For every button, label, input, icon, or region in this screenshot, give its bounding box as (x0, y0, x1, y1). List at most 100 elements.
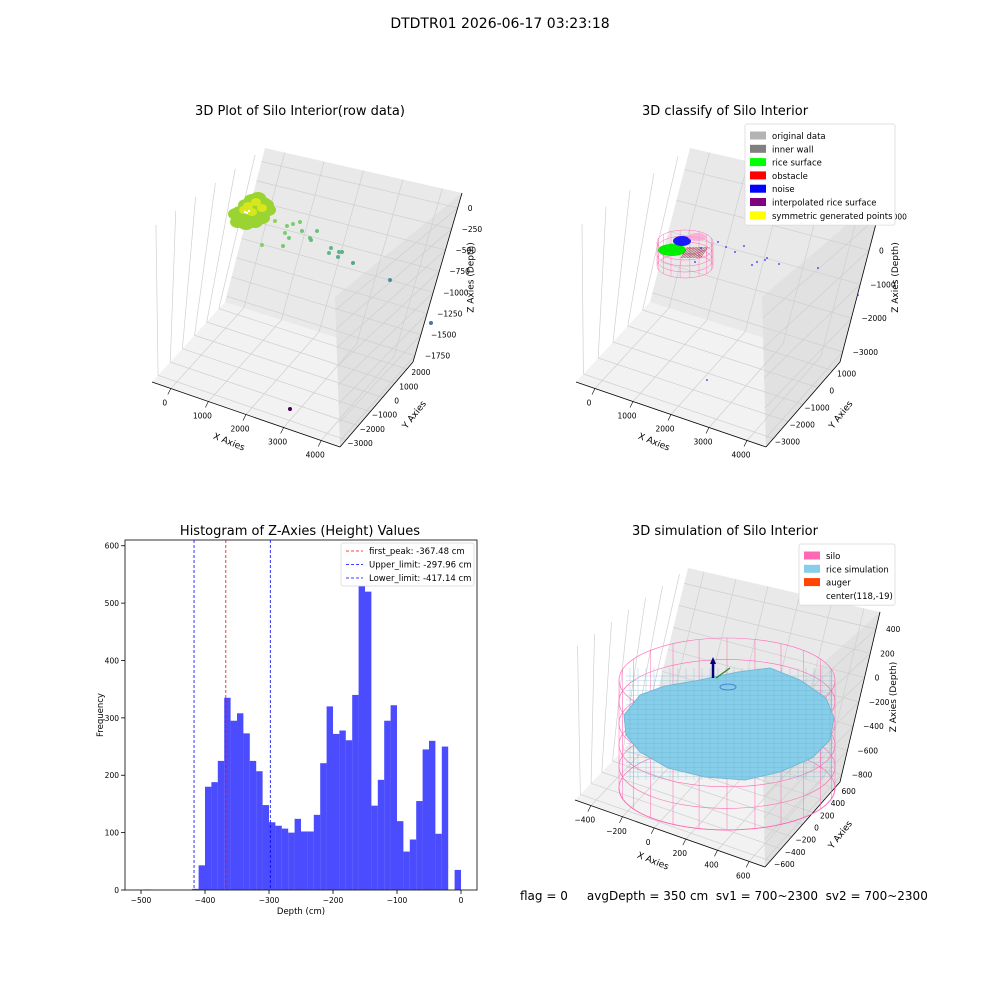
plot2-noise-point (694, 261, 696, 263)
histogram-bar (288, 832, 295, 890)
histogram-bar (275, 825, 282, 890)
plot1-title: 3D Plot of Silo Interior(row data) (195, 104, 405, 119)
plot2-interpolated-hatch (700, 246, 708, 259)
plot1-grid-y (155, 224, 347, 441)
plot4-grid-x (748, 608, 865, 862)
histogram-bar (333, 733, 340, 890)
plot1-xtick-label: 1000 (193, 412, 212, 421)
plot2-interpolated-hatch (695, 246, 704, 259)
plot1-xtick-label: 2000 (230, 425, 249, 434)
plot4-legend-swatch (804, 578, 820, 587)
histogram-bar (307, 831, 314, 890)
plot2-grid-y (612, 189, 804, 405)
histogram-bar (365, 591, 372, 890)
plot2-interpolated-hatch (686, 246, 695, 259)
plot2-noise-point (743, 245, 745, 247)
histogram-bar (320, 763, 327, 890)
plot2-noise-point (734, 251, 736, 253)
plot4-zlabel: Z Axies (Depth) (889, 662, 899, 733)
plot2-ylabel: Y Axies (827, 399, 856, 432)
histogram-bar (339, 730, 346, 890)
plot4-ztick-label: −400 (863, 722, 884, 731)
plot4-xtick-mark (650, 827, 655, 835)
plot1-xtick-mark (280, 427, 284, 434)
plot4-legend-box (798, 543, 896, 606)
plot1-ytick-label: −1000 (372, 411, 398, 420)
plot1-point-cluster (251, 198, 261, 206)
plot1-grid-x (320, 188, 443, 441)
plot1-ylabel: Y Axies (400, 399, 429, 432)
plot4-xlabel: X Axies (635, 851, 670, 873)
plot2-xtick-label: 3000 (693, 438, 712, 447)
plot2-grid-y (597, 206, 789, 422)
histogram-xtick-label: −300 (259, 896, 280, 905)
histogram-bar (256, 771, 263, 890)
plot2-grid-y (642, 156, 833, 371)
histogram-xtick-label: −200 (323, 896, 344, 905)
plot1-point (247, 209, 251, 213)
histogram-bar (429, 740, 436, 890)
plot1-ytick-label: −2000 (360, 425, 386, 434)
plot1-z-axis-line (412, 192, 463, 363)
histogram-bar (294, 818, 301, 890)
plot2-noise-point (706, 379, 708, 381)
plot2-ytick-label: −3000 (775, 438, 801, 447)
histogram-bar (313, 814, 321, 890)
plot1-point (315, 229, 319, 233)
plot2-legend-label: symmetric generated points (772, 212, 893, 222)
plot2-title: 3D classify of Silo Interior (641, 104, 809, 119)
plot2-grid-x (594, 152, 710, 389)
plot2-inner-wall (688, 233, 706, 241)
plot4-silo-front-rim (618, 787, 836, 831)
plot2-noise-point (817, 267, 819, 269)
histogram-bar (249, 760, 257, 890)
plot1-point (298, 220, 302, 224)
histogram-bar (403, 851, 410, 890)
plot2-interpolated-hatch (682, 246, 690, 259)
plot2-legend-swatch (750, 211, 766, 220)
plot4-ytick-label: −600 (774, 860, 795, 869)
histogram-bar (397, 821, 404, 890)
plot1-ztick-label: −500 (455, 246, 476, 255)
plot1-point (388, 278, 392, 282)
plot1-point (340, 250, 344, 254)
plot1-point (291, 222, 295, 226)
plot4-xtick-label: 400 (704, 860, 719, 869)
plot1-point (288, 407, 292, 411)
plot4-xtick-label: 600 (736, 871, 751, 880)
plot2-noise-cluster (673, 236, 691, 246)
plot1-grid-y (182, 196, 371, 412)
plot4-auger-arm (715, 667, 731, 679)
plot2-interpolated-hatch (685, 246, 693, 259)
histogram-bar (237, 713, 244, 890)
histogram-bar (441, 746, 449, 890)
plot1-ztick-label: −750 (449, 267, 470, 276)
plot1-point (260, 243, 264, 247)
plot4-ytick-label: 200 (820, 811, 835, 820)
plot1-point (285, 224, 289, 228)
plot1-ztick-label: −1000 (443, 288, 469, 297)
plot2-interpolated-hatch (697, 246, 705, 259)
plot1-point (329, 246, 333, 250)
plot1-point (245, 211, 249, 215)
plot4-rice-outline (623, 667, 835, 781)
plot4-z-axis-line (839, 611, 881, 783)
plot4-title: 3D simulation of Silo Interior (632, 524, 818, 539)
info-line: flag = 0 avgDepth = 350 cm sv1 = 700~230… (520, 889, 928, 903)
plot2-noise-point (700, 247, 702, 249)
histogram-bar (435, 833, 442, 890)
histogram-xtick-label: −400 (195, 896, 216, 905)
plot1-grid-x (245, 170, 364, 415)
histogram-bar (211, 782, 218, 890)
plot4-ylabel: Y Axies (826, 819, 855, 852)
plot1-ztick-label: −1250 (437, 309, 463, 318)
plot1-point (337, 250, 341, 254)
plot1-xlabel: X Axies (211, 432, 246, 454)
plot2-legend-swatch (750, 144, 766, 153)
plot4-ztick-label: 0 (875, 674, 880, 683)
plot2-interpolated-hatch (691, 246, 699, 259)
histogram-bar (243, 733, 250, 890)
plot2-legend-box (744, 123, 896, 226)
plot1-y-axis-line (339, 361, 414, 448)
plot2-grid-x (708, 179, 827, 428)
